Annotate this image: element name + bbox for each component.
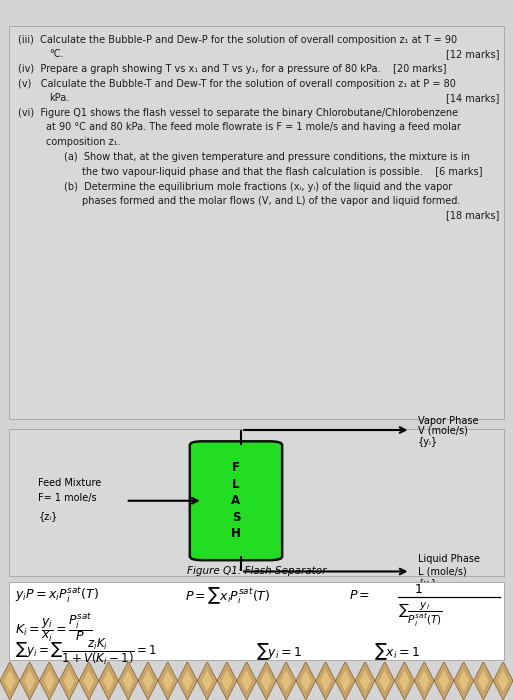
Polygon shape [241,670,252,692]
Text: $\sum y_i = \sum\dfrac{z_iK_i}{1+V(K_i-1)} = 1$: $\sum y_i = \sum\dfrac{z_iK_i}{1+V(K_i-1… [15,636,157,667]
Polygon shape [439,670,449,692]
Text: $\sum y_i = 1$: $\sum y_i = 1$ [256,641,303,662]
Polygon shape [19,662,40,700]
Text: Figure Q1: Flash Separator: Figure Q1: Flash Separator [187,566,326,577]
Polygon shape [454,662,473,700]
Text: {yᵢ}: {yᵢ} [418,437,438,447]
Polygon shape [276,662,296,700]
Text: $\sum x_i = 1$: $\sum x_i = 1$ [374,641,421,662]
Text: °C.: °C. [49,49,63,60]
Polygon shape [59,662,79,700]
Polygon shape [64,670,74,692]
Text: H: H [231,527,241,540]
Polygon shape [498,670,508,692]
FancyBboxPatch shape [190,441,282,560]
Text: Liquid Phase: Liquid Phase [418,554,480,564]
Polygon shape [5,670,15,692]
Polygon shape [162,670,173,692]
Text: (v)   Calculate the Bubble-T and Dew-T for the solution of overall composition z: (v) Calculate the Bubble-T and Dew-T for… [18,79,456,90]
Polygon shape [24,670,35,692]
Polygon shape [40,662,59,700]
FancyBboxPatch shape [9,582,504,660]
Text: at 90 °C and 80 kPa. The feed mole flowrate is F = 1 mole/s and having a feed mo: at 90 °C and 80 kPa. The feed mole flowr… [46,122,461,132]
Text: V (mole/s): V (mole/s) [418,425,468,435]
Polygon shape [394,662,415,700]
Polygon shape [138,662,158,700]
Polygon shape [198,662,217,700]
Polygon shape [434,662,454,700]
Text: $\sum\dfrac{y_i}{P_i^{sat}(T)}$: $\sum\dfrac{y_i}{P_i^{sat}(T)}$ [398,601,442,629]
Polygon shape [320,670,331,692]
Polygon shape [123,670,134,692]
Text: (iv)  Prepare a graph showing T vs x₁ and T vs y₁, for a pressure of 80 kPa.    : (iv) Prepare a graph showing T vs x₁ and… [18,64,446,74]
Text: L (mole/s): L (mole/s) [418,566,467,577]
Polygon shape [315,662,336,700]
Text: composition z₁.: composition z₁. [46,137,121,147]
Polygon shape [202,670,212,692]
Text: $K_i = \dfrac{y_i}{x_i} = \dfrac{P_i^{sat}}{P}$: $K_i = \dfrac{y_i}{x_i} = \dfrac{P_i^{sa… [15,612,93,644]
Text: [14 marks]: [14 marks] [446,94,500,104]
Polygon shape [261,670,272,692]
Polygon shape [256,662,276,700]
Text: Feed Mixture: Feed Mixture [38,477,102,488]
Polygon shape [415,662,434,700]
Polygon shape [119,662,138,700]
Text: $P = \sum x_iP_i^{sat}(T)$: $P = \sum x_iP_i^{sat}(T)$ [185,585,270,606]
Text: kPa.: kPa. [49,94,69,104]
Text: Vapor Phase: Vapor Phase [418,416,479,426]
Text: {zᵢ}: {zᵢ} [38,511,58,521]
Text: (iii)  Calculate the Bubble-P and Dew-P for the solution of overall composition : (iii) Calculate the Bubble-P and Dew-P f… [18,35,457,45]
Polygon shape [458,670,469,692]
Polygon shape [375,662,394,700]
Polygon shape [360,670,370,692]
FancyBboxPatch shape [9,429,504,575]
Text: S: S [232,511,240,524]
Polygon shape [336,662,355,700]
Polygon shape [478,670,489,692]
Polygon shape [222,670,232,692]
Text: F= 1 mole/s: F= 1 mole/s [38,493,97,503]
Polygon shape [182,670,193,692]
Text: $1$: $1$ [413,582,423,596]
Text: F: F [232,461,240,474]
Text: [12 marks]: [12 marks] [446,49,500,60]
Text: {xᵢ}: {xᵢ} [418,578,438,589]
Polygon shape [79,662,98,700]
Polygon shape [103,670,114,692]
Polygon shape [340,670,351,692]
Polygon shape [473,662,494,700]
Polygon shape [301,670,311,692]
Text: A: A [231,494,241,508]
Polygon shape [419,670,429,692]
Text: $P = $: $P = $ [349,589,370,602]
Polygon shape [143,670,153,692]
Text: $y_iP = x_iP_i^{sat}(T)$: $y_iP = x_iP_i^{sat}(T)$ [15,586,100,605]
Text: (a)  Show that, at the given temperature and pressure conditions, the mixture is: (a) Show that, at the given temperature … [64,152,470,162]
Polygon shape [281,670,291,692]
Polygon shape [355,662,375,700]
Polygon shape [379,670,390,692]
Polygon shape [83,670,94,692]
Polygon shape [177,662,198,700]
Polygon shape [158,662,177,700]
Text: (b)  Determine the equilibrium mole fractions (xᵢ, yᵢ) of the liquid and the vap: (b) Determine the equilibrium mole fract… [64,182,452,192]
Text: [18 marks]: [18 marks] [446,210,500,220]
Polygon shape [98,662,119,700]
Polygon shape [44,670,55,692]
Text: the two vapour-liquid phase and that the flash calculation is possible.    [6 ma: the two vapour-liquid phase and that the… [82,167,483,176]
Text: L: L [232,477,240,491]
Polygon shape [237,662,256,700]
Polygon shape [296,662,315,700]
Polygon shape [217,662,237,700]
Text: (vi)  Figure Q1 shows the flash vessel to separate the binary Chlorobutane/Chlor: (vi) Figure Q1 shows the flash vessel to… [18,108,458,118]
Polygon shape [399,670,410,692]
Polygon shape [494,662,513,700]
Text: phases formed and the molar flows (V, and L) of the vapor and liquid formed.: phases formed and the molar flows (V, an… [82,197,461,206]
FancyBboxPatch shape [9,26,504,419]
Polygon shape [0,662,19,700]
